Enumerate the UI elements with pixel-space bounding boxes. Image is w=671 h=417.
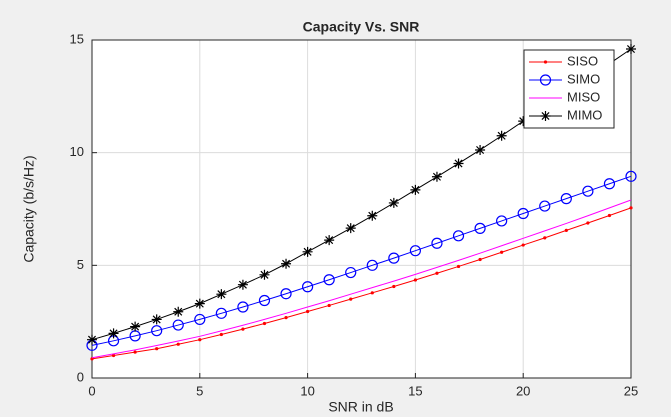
y-tick-label: 10: [70, 144, 84, 159]
point: [281, 258, 292, 269]
point: [130, 321, 141, 332]
point: [176, 342, 180, 346]
point: [478, 257, 482, 262]
point: [259, 269, 270, 280]
x-axis-label: SNR in dB: [328, 399, 393, 415]
point: [564, 228, 568, 233]
point: [306, 309, 310, 314]
chart-title: Capacity Vs. SNR: [303, 19, 420, 35]
point: [475, 144, 486, 155]
point: [108, 328, 119, 339]
point: [284, 316, 288, 320]
point: [521, 243, 525, 247]
legend-box: [523, 49, 615, 129]
point: [327, 303, 331, 308]
point: [539, 200, 551, 212]
point: [603, 178, 616, 190]
point: [87, 334, 97, 345]
point: [409, 245, 421, 257]
point: [302, 281, 314, 293]
y-axis-label: Capacity (b/s/Hz): [21, 155, 37, 262]
legend-marker: [543, 60, 548, 64]
point: [543, 236, 547, 240]
x-tick-label: 5: [196, 383, 203, 398]
point: [517, 207, 529, 220]
point: [349, 297, 353, 301]
point: [302, 246, 313, 257]
point: [262, 321, 267, 326]
x-tick-label: 25: [624, 383, 638, 398]
point: [456, 264, 461, 269]
point: [216, 289, 227, 300]
point: [367, 210, 378, 221]
point: [629, 206, 633, 210]
point: [435, 271, 439, 275]
point: [625, 170, 637, 182]
point: [626, 44, 636, 55]
point: [431, 237, 443, 249]
point: [496, 215, 508, 227]
point: [151, 325, 163, 337]
point: [194, 313, 206, 326]
point: [388, 197, 399, 208]
point: [431, 171, 442, 182]
point: [345, 266, 357, 279]
point: [237, 301, 249, 313]
point: [452, 230, 465, 242]
legend-marker: [540, 111, 551, 121]
point: [388, 252, 400, 264]
point: [151, 314, 162, 325]
y-tick-label: 5: [77, 257, 84, 272]
point: [155, 347, 159, 351]
point: [586, 221, 590, 225]
series-line: [91, 175, 632, 346]
point: [237, 279, 248, 290]
point: [133, 350, 137, 354]
point: [173, 306, 184, 317]
point: [111, 353, 116, 358]
point: [215, 307, 227, 319]
point: [500, 250, 504, 254]
point: [241, 327, 245, 331]
point: [413, 278, 417, 282]
legend-label: MIMO: [567, 107, 602, 122]
point: [324, 235, 335, 246]
point: [453, 158, 464, 169]
point: [219, 332, 223, 337]
point: [280, 288, 292, 300]
point: [172, 319, 184, 331]
y-tick-label: 15: [70, 31, 84, 46]
point: [474, 222, 486, 234]
point: [392, 284, 396, 289]
x-tick-label: 20: [516, 383, 530, 398]
legend-label: SISO: [567, 53, 598, 68]
series-line: [91, 199, 632, 359]
point: [366, 259, 378, 271]
legend-label: MISO: [567, 89, 600, 104]
point: [370, 291, 374, 295]
x-tick-label: 0: [88, 383, 95, 398]
y-tick-label: 0: [77, 369, 84, 384]
point: [560, 193, 572, 205]
point: [496, 130, 507, 141]
legend-label: SIMO: [567, 71, 600, 86]
point: [582, 185, 594, 197]
point: [323, 274, 335, 286]
point: [607, 213, 612, 218]
point: [198, 338, 202, 342]
point: [518, 116, 529, 127]
point: [410, 184, 421, 195]
x-tick-label: 10: [300, 383, 314, 398]
x-tick-label: 15: [408, 383, 422, 398]
point: [345, 223, 356, 234]
point: [194, 298, 205, 309]
series-line: [91, 207, 632, 360]
legend-marker: [539, 74, 552, 86]
point: [258, 294, 271, 307]
